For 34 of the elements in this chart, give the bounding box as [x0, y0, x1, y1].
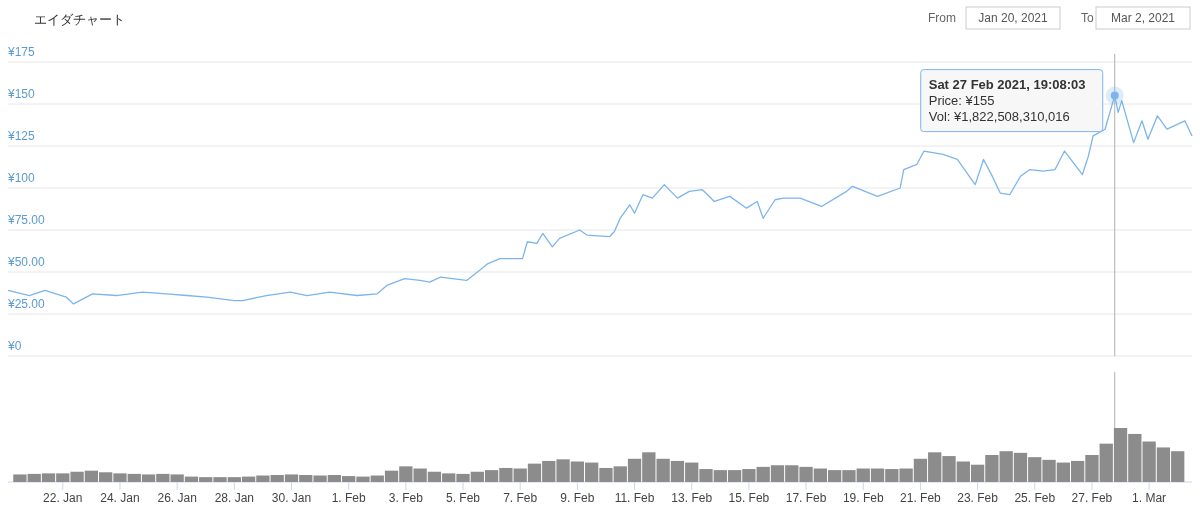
x-tick-label: 5. Feb [446, 491, 481, 505]
text: Mar 2, 2021 [1110, 11, 1176, 25]
y-tick-label: ¥125 [7, 129, 36, 143]
x-tick-label: 1. Mar [1132, 491, 1167, 505]
x-tick-label: 25. Feb [1014, 491, 1056, 505]
chart-title: エイダチャート [34, 12, 125, 27]
x-tick-label: 13. Feb [671, 491, 713, 505]
x-tick-label: 11. Feb [614, 491, 655, 505]
x-tick-label: 19. Feb [842, 491, 884, 505]
x-tick-label: 30. Jan [271, 491, 312, 505]
y-tick-label: ¥75.00 [7, 213, 46, 227]
x-tick-label: 23. Feb [957, 491, 999, 505]
y-tick-label: ¥175 [7, 45, 36, 59]
x-tick-label: 24. Jan [100, 491, 140, 505]
text: Jan 20, 2021 [978, 11, 1049, 25]
y-tick-label: ¥100 [7, 171, 36, 185]
text: From [928, 11, 956, 25]
y-tick-label: ¥50.00 [7, 255, 46, 269]
x-tick-label: 3. Feb [388, 491, 424, 505]
x-tick-label: 1. Feb [331, 491, 366, 505]
x-tick-label: 26. Jan [157, 491, 197, 505]
text: To [1081, 11, 1094, 25]
x-tick-label: 17. Feb [785, 491, 827, 505]
x-tick-label: 27. Feb [1071, 491, 1113, 505]
x-tick-label: 9. Feb [560, 491, 595, 505]
annotation: Sat 27 Feb 2021, 19:08:03 Price: ¥155 Vol: ¥1,822,508,310,016 [928, 76, 1086, 124]
x-tick-label: 7. Feb [503, 491, 538, 505]
x-tick-label: 22. Jan [43, 491, 83, 505]
y-tick-label: ¥25.00 [7, 297, 46, 311]
y-tick-label: ¥150 [7, 87, 36, 101]
x-tick-label: 28. Jan [214, 491, 255, 505]
y-tick-label: ¥0 [7, 339, 22, 353]
x-tick-label: 15. Feb [728, 491, 770, 505]
x-tick-label: 21. Feb [900, 491, 942, 505]
